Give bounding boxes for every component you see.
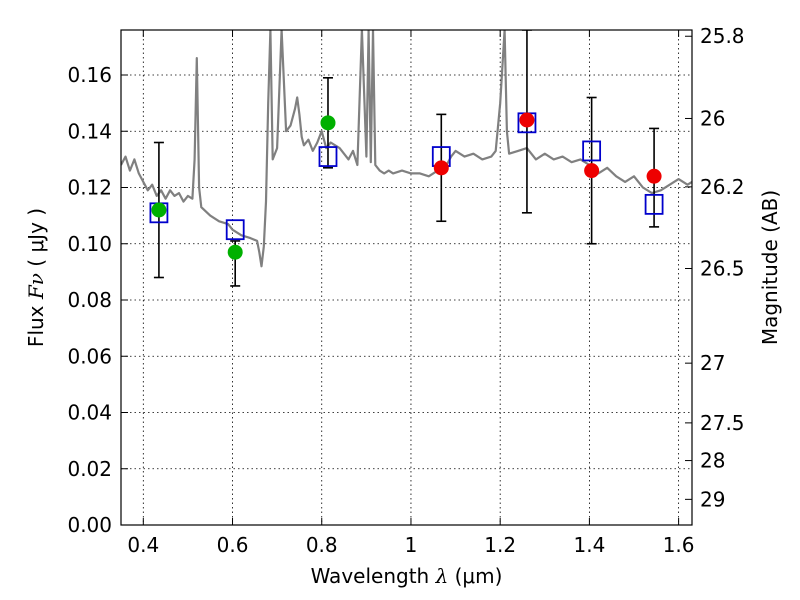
y2-tick-label: 25.8 xyxy=(700,24,745,48)
x-tick-label: 0.4 xyxy=(127,533,159,557)
y-tick-label: 0.08 xyxy=(67,288,112,312)
observed-dot-marker xyxy=(584,163,600,179)
observed-dot-marker xyxy=(227,244,243,260)
y-tick-label: 0.12 xyxy=(67,176,112,200)
observed-dot-marker xyxy=(320,115,336,131)
x-tick-label: 0.6 xyxy=(217,533,249,557)
y-tick-label: 0.04 xyxy=(67,401,112,425)
x-tick-label: 1 xyxy=(405,533,418,557)
observed-dot-marker xyxy=(433,160,449,176)
tick-labels: 0.4 0.6 0.8 1 1.2 1.4 1.6 0.00 0.02 0.04 0.06 0.08 0… xyxy=(67,24,744,557)
y-tick-label: 0.16 xyxy=(67,63,112,87)
y-tick-label: 0.06 xyxy=(67,344,112,368)
model-square-marker xyxy=(225,219,245,241)
model-square-marker xyxy=(318,146,338,167)
observed-dot-marker xyxy=(646,168,662,184)
model-square-marker xyxy=(582,140,602,162)
plot-area xyxy=(121,30,692,287)
plot-frame xyxy=(120,29,693,526)
y-tick-label: 0.02 xyxy=(67,457,112,481)
x-tick-label: 1.4 xyxy=(573,533,605,557)
y-axis-label: Flux Fν ( μJy ) xyxy=(24,208,48,347)
grid-lines xyxy=(121,30,692,526)
y2-tick-label: 26 xyxy=(700,106,725,130)
y2-tick-label: 26.2 xyxy=(700,175,745,199)
series-layer xyxy=(121,30,692,287)
x-tick-label: 0.8 xyxy=(306,533,338,557)
y2-tick-label: 27 xyxy=(700,351,725,375)
ticks xyxy=(121,30,692,526)
x-tick-label: 1.6 xyxy=(663,533,695,557)
y-tick-label: 0.14 xyxy=(67,119,112,143)
y2-tick-label: 27.5 xyxy=(700,411,745,435)
y2-tick-label: 29 xyxy=(700,487,725,511)
observed-dot-marker xyxy=(151,202,167,218)
x-axis-label: Wavelength λ (μm) xyxy=(311,564,503,588)
y2-axis-label: Magnitude (AB) xyxy=(758,190,782,345)
y2-tick-label: 28 xyxy=(700,449,725,473)
y-tick-label: 0.00 xyxy=(67,513,112,537)
y-tick-label: 0.10 xyxy=(67,232,112,256)
x-tick-label: 1.2 xyxy=(484,533,516,557)
spectrum-line xyxy=(121,30,692,268)
y2-tick-label: 26.5 xyxy=(700,256,745,280)
observed-dot-marker xyxy=(519,112,535,128)
model-square-marker xyxy=(644,193,664,215)
